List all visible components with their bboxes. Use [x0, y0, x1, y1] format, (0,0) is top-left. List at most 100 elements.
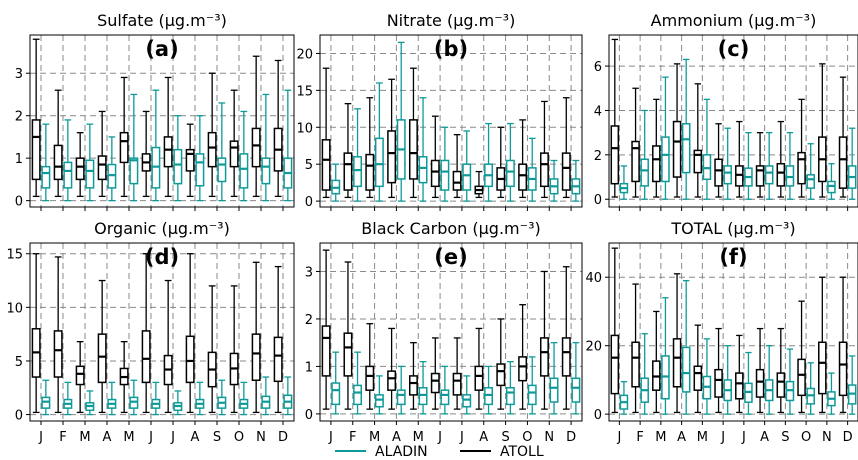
atoll-box-N	[539, 270, 549, 410]
aladin-box-M	[129, 93, 139, 202]
atoll-box-A	[755, 327, 765, 414]
aladin-box-M	[374, 82, 384, 202]
atoll-box-O	[229, 285, 239, 414]
box-iqr	[797, 358, 806, 397]
aladin-box-N	[549, 342, 559, 415]
y-tick-label: 0	[305, 408, 313, 423]
box-iqr	[496, 363, 506, 387]
aladin-box-J	[173, 115, 183, 202]
box-iqr	[185, 335, 195, 384]
y-tick-label: 10	[296, 121, 313, 136]
box-iqr	[31, 119, 41, 181]
atoll-box-N	[818, 63, 827, 198]
atoll-box-O	[797, 98, 806, 198]
x-tick-label: J	[459, 430, 464, 445]
atoll-box-F	[631, 283, 640, 414]
atoll-box-M	[693, 324, 703, 414]
aladin-box-O	[806, 362, 815, 415]
aladin-box-A	[681, 58, 691, 200]
x-tick-label: M	[369, 430, 380, 445]
grid	[609, 35, 858, 207]
box-iqr	[353, 384, 363, 406]
y-tick-label: 3	[15, 67, 23, 82]
y-tick-label: 1	[305, 360, 313, 375]
box-iqr	[549, 377, 559, 403]
x-tick-label: J	[437, 430, 442, 445]
panel-label: (a)	[145, 37, 178, 61]
box-iqr	[408, 119, 418, 180]
box-iqr	[518, 163, 528, 191]
box-iqr	[672, 120, 682, 178]
atoll-box-F	[631, 87, 640, 198]
aladin-box-A	[396, 365, 406, 415]
box-iqr	[462, 163, 472, 191]
aladin-box-J	[440, 126, 450, 202]
y-tick-label: 3	[305, 265, 313, 280]
atoll-box-M	[652, 98, 661, 198]
x-tick-label: M	[655, 430, 666, 445]
aladin-box-D	[571, 342, 581, 415]
atoll-box-A	[387, 327, 397, 410]
box-iqr	[430, 372, 440, 394]
aladin-box-D	[847, 127, 857, 200]
box-iqr	[374, 137, 384, 188]
atoll-box-N	[818, 276, 827, 414]
box-iqr	[173, 148, 183, 185]
panel-title: Sulfate (μg.m⁻³)	[97, 11, 227, 30]
aladin-box-A	[107, 136, 117, 202]
legend: ALADIN ATOLL	[335, 444, 544, 460]
box-iqr	[365, 365, 375, 391]
box-iqr	[452, 170, 462, 191]
box-iqr	[764, 165, 774, 185]
y-tick-label: 15	[296, 84, 313, 99]
box-iqr	[85, 159, 95, 189]
atoll-box-J	[714, 123, 723, 198]
atoll-box-J	[735, 120, 744, 198]
panel-title: Organic (μg.m⁻³)	[94, 219, 230, 238]
atoll-box-M	[119, 341, 129, 414]
box-iqr	[838, 136, 848, 189]
aladin-box-M	[418, 361, 428, 415]
box-iqr	[440, 159, 450, 191]
x-tick-label: A	[760, 430, 769, 445]
atoll-box-N	[251, 55, 261, 198]
box-iqr	[387, 370, 397, 391]
box-iqr	[806, 174, 815, 189]
aladin-box-J	[151, 89, 161, 202]
atoll-box-M	[365, 323, 375, 410]
aladin-box-S	[217, 102, 227, 202]
y-tick-label: 0	[594, 193, 602, 208]
x-tick-label: N	[256, 430, 266, 445]
aladin-box-M	[702, 338, 712, 415]
aladin-box-M	[85, 390, 95, 416]
box-iqr	[527, 384, 537, 406]
x-tick-label: J	[328, 430, 333, 445]
box-iqr	[273, 336, 283, 383]
atoll-box-J	[141, 110, 151, 198]
aladin-box-O	[527, 356, 537, 415]
box-iqr	[63, 161, 73, 189]
box-iqr	[321, 325, 331, 377]
aladin-box-F	[63, 381, 73, 416]
atoll-box-M	[119, 76, 129, 198]
aladin-box-F	[63, 119, 73, 202]
box-iqr	[785, 165, 795, 187]
atoll-box-D	[561, 97, 571, 199]
y-tick-label: 40	[585, 271, 602, 286]
grid	[609, 243, 858, 421]
boxes	[31, 253, 293, 416]
aladin-box-F	[640, 333, 649, 415]
atoll-box-M	[408, 342, 418, 410]
atoll-box-A	[755, 132, 765, 198]
box-iqr	[207, 131, 217, 168]
atoll-box-J	[430, 115, 440, 199]
atoll-box-A	[185, 123, 195, 198]
aladin-box-J	[41, 123, 51, 202]
x-tick-label: F	[636, 430, 643, 445]
aladin-box-J	[41, 379, 51, 416]
y-tick-label: 20	[296, 47, 313, 62]
box-iqr	[374, 394, 384, 408]
axes-frame	[319, 242, 583, 422]
atoll-box-A	[185, 253, 195, 414]
box-iqr	[119, 131, 129, 164]
